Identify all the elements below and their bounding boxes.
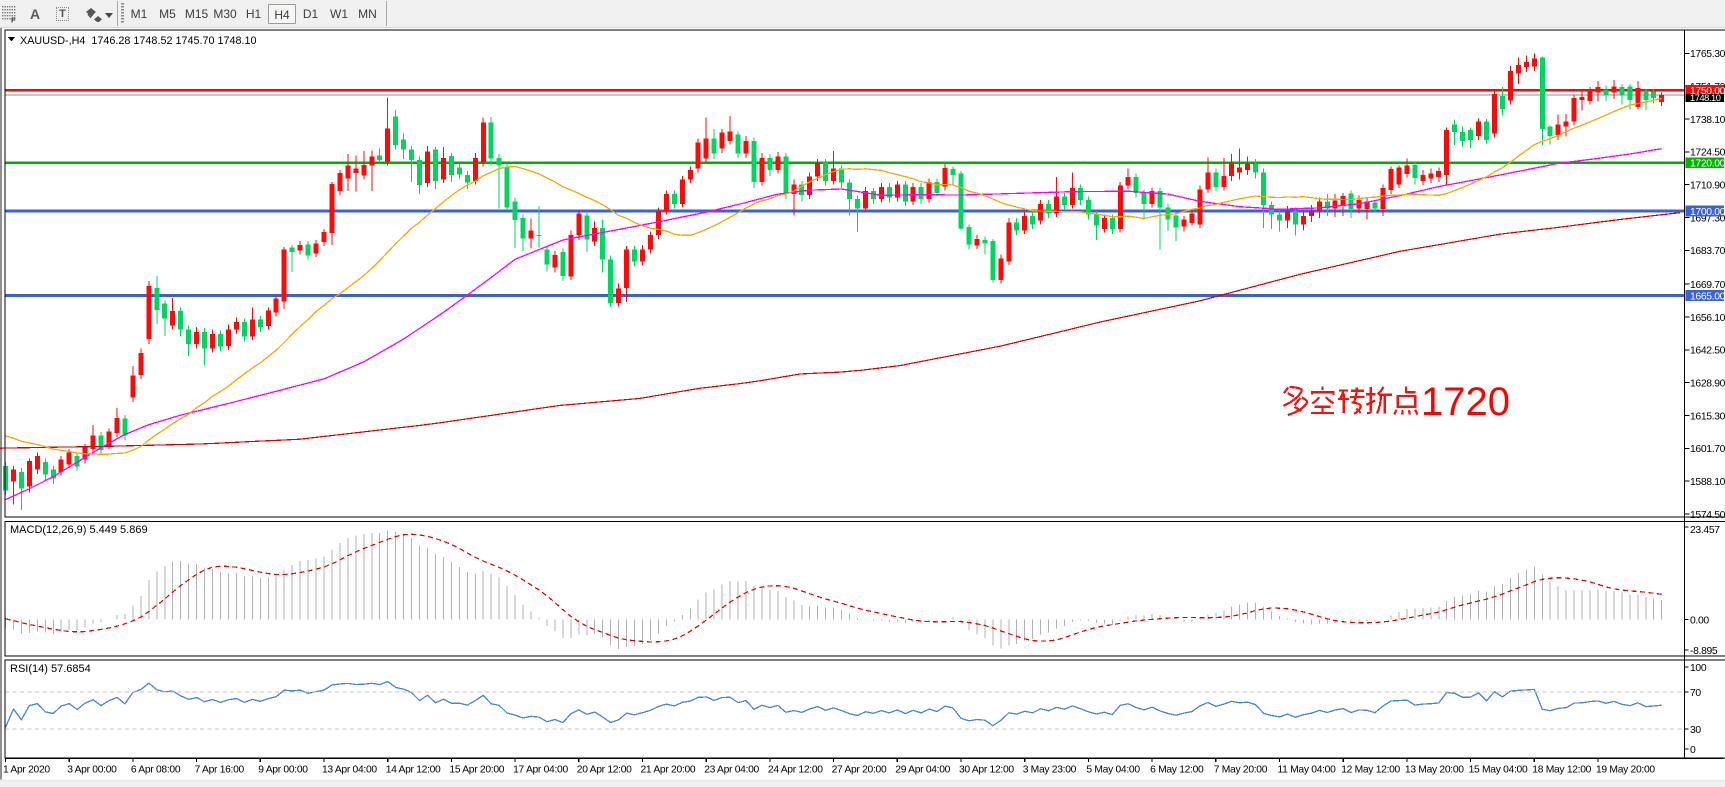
svg-text:1724.50: 1724.50 [1690, 148, 1725, 159]
svg-text:1710.90: 1710.90 [1690, 181, 1725, 192]
svg-text:15 Apr 20:00: 15 Apr 20:00 [449, 765, 504, 776]
svg-text:1628.90: 1628.90 [1690, 379, 1725, 390]
svg-text:1665.00: 1665.00 [1690, 291, 1725, 302]
svg-text:70: 70 [1690, 688, 1701, 699]
svg-text:27 Apr 20:00: 27 Apr 20:00 [832, 765, 887, 776]
svg-text:7 Apr 16:00: 7 Apr 16:00 [195, 765, 245, 776]
svg-text:1656.10: 1656.10 [1690, 313, 1725, 324]
svg-text:RSI(14) 57.6854: RSI(14) 57.6854 [10, 663, 91, 675]
svg-text:1765.30: 1765.30 [1690, 49, 1725, 60]
svg-text:24 Apr 12:00: 24 Apr 12:00 [768, 765, 823, 776]
svg-text:1615.30: 1615.30 [1690, 411, 1725, 422]
svg-text:XAUUSD-,H4 1746.28 1748.52 17: XAUUSD-,H4 1746.28 1748.52 1745.70 1748.… [20, 35, 257, 47]
svg-text:1588.10: 1588.10 [1690, 477, 1725, 488]
svg-text:F: F [11, 16, 16, 24]
svg-text:7 May 20:00: 7 May 20:00 [1214, 765, 1268, 776]
svg-text:23.457: 23.457 [1690, 525, 1720, 536]
svg-text:0.00: 0.00 [1690, 616, 1709, 627]
svg-text:1720.00: 1720.00 [1690, 159, 1725, 170]
svg-text:20 Apr 12:00: 20 Apr 12:00 [577, 765, 632, 776]
svg-text:13 May 20:00: 13 May 20:00 [1405, 765, 1464, 776]
svg-text:1738.10: 1738.10 [1690, 115, 1725, 126]
svg-text:19 May 20:00: 19 May 20:00 [1596, 765, 1655, 776]
svg-text:1720: 1720 [1421, 380, 1510, 424]
svg-text:1669.70: 1669.70 [1690, 280, 1725, 291]
svg-text:15 May 04:00: 15 May 04:00 [1469, 765, 1528, 776]
svg-text:1642.50: 1642.50 [1690, 346, 1725, 357]
svg-text:18 May 12:00: 18 May 12:00 [1532, 765, 1591, 776]
svg-text:6 Apr 08:00: 6 Apr 08:00 [131, 765, 181, 776]
svg-text:1748.10: 1748.10 [1690, 93, 1721, 103]
svg-text:21 Apr 20:00: 21 Apr 20:00 [641, 765, 696, 776]
svg-text:30 Apr 12:00: 30 Apr 12:00 [959, 765, 1014, 776]
svg-text:5 May 04:00: 5 May 04:00 [1086, 765, 1140, 776]
svg-text:12 May 12:00: 12 May 12:00 [1341, 765, 1400, 776]
svg-text:MACD(12,26,9) 5.449 5.869: MACD(12,26,9) 5.449 5.869 [10, 524, 148, 536]
svg-text:11 May 04:00: 11 May 04:00 [1278, 765, 1337, 776]
svg-text:14 Apr 12:00: 14 Apr 12:00 [386, 765, 441, 776]
svg-text:17 Apr 04:00: 17 Apr 04:00 [513, 765, 568, 776]
svg-text:1 Apr 2020: 1 Apr 2020 [3, 765, 50, 776]
svg-text:6 May 12:00: 6 May 12:00 [1150, 765, 1204, 776]
svg-text:9 Apr 00:00: 9 Apr 00:00 [258, 765, 308, 776]
svg-text:1700.00: 1700.00 [1690, 207, 1725, 218]
svg-text:29 Apr 04:00: 29 Apr 04:00 [895, 765, 950, 776]
svg-text:3 May 23:00: 3 May 23:00 [1023, 765, 1077, 776]
svg-text:-8.895: -8.895 [1690, 646, 1718, 657]
svg-text:1750.00: 1750.00 [1690, 86, 1725, 97]
svg-text:1697.30: 1697.30 [1690, 213, 1725, 224]
svg-text:1574.50: 1574.50 [1690, 510, 1725, 521]
svg-text:30: 30 [1690, 725, 1701, 736]
svg-text:23 Apr 04:00: 23 Apr 04:00 [704, 765, 759, 776]
svg-text:0: 0 [1690, 745, 1696, 756]
svg-text:1683.70: 1683.70 [1690, 246, 1725, 257]
svg-text:13 Apr 04:00: 13 Apr 04:00 [322, 765, 377, 776]
svg-text:3 Apr 00:00: 3 Apr 00:00 [67, 765, 117, 776]
svg-text:100: 100 [1690, 663, 1707, 674]
svg-text:1601.70: 1601.70 [1690, 444, 1725, 455]
